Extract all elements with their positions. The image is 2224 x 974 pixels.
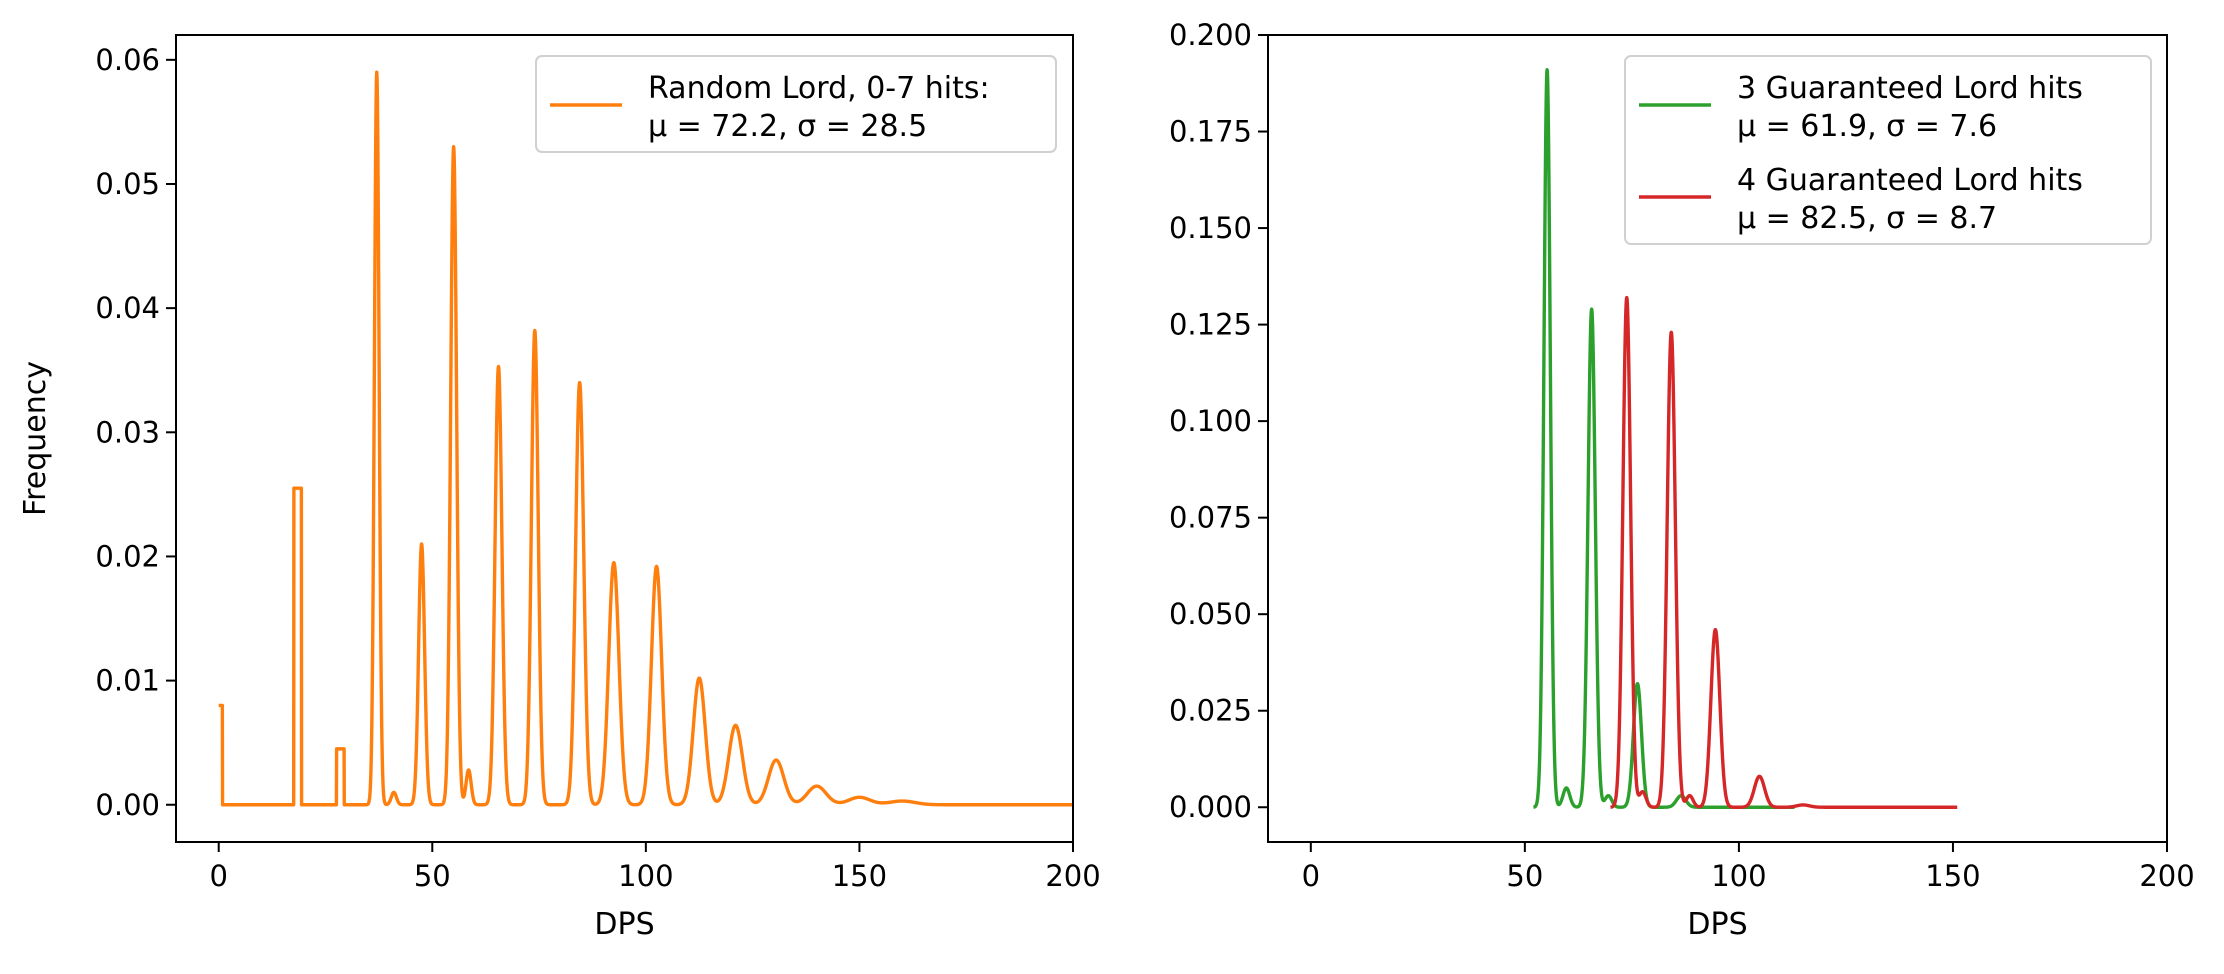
- legend-box: [1624, 55, 2152, 245]
- legend-label-0: 3 Guaranteed Lord hits: [1737, 71, 2083, 106]
- axes-frame: [1267, 34, 2168, 843]
- x-tick-label: 150: [832, 859, 887, 893]
- y-tick-label: 0.200: [1169, 18, 1252, 52]
- x-tick-label: 0: [209, 859, 227, 893]
- legend: Random Lord, 0-7 hits:μ = 72.2, σ = 28.5: [535, 55, 1057, 153]
- y-tick-label: 0.06: [95, 43, 160, 77]
- x-tick-label: 150: [1925, 859, 1980, 893]
- y-tick-label: 0.125: [1169, 308, 1252, 342]
- y-axis-label: Frequency: [18, 361, 53, 516]
- y-tick-label: 0.100: [1169, 404, 1252, 438]
- y-tick-label: 0.02: [95, 539, 160, 573]
- legend-label-0: μ = 61.9, σ = 7.6: [1737, 109, 1997, 144]
- y-tick-label: 0.175: [1169, 115, 1252, 149]
- x-axis-label: DPS: [1687, 907, 1747, 942]
- y-tick-label: 0.05: [95, 167, 160, 201]
- x-tick-label: 100: [1711, 859, 1766, 893]
- x-tick-label: 200: [1045, 859, 1100, 893]
- series-line-0: [1531, 68, 1797, 809]
- legend-box: [535, 55, 1057, 153]
- y-tick-label: 0.025: [1169, 694, 1252, 728]
- legend-label-1: μ = 82.5, σ = 8.7: [1737, 201, 1997, 236]
- legend-label-1: 4 Guaranteed Lord hits: [1737, 163, 2083, 198]
- y-tick-label: 0.03: [95, 415, 160, 449]
- y-tick-label: 0.00: [95, 788, 160, 822]
- x-tick-label: 200: [2139, 859, 2194, 893]
- y-tick-label: 0.150: [1169, 211, 1252, 245]
- x-tick-label: 0: [1302, 859, 1320, 893]
- y-tick-label: 0.01: [95, 664, 160, 698]
- right-chart-panel: 0 50 100 150 200 0.000 0.025 0.050 0.075 0.100 0.1…: [1169, 18, 2195, 942]
- x-axis-label: DPS: [594, 907, 654, 942]
- y-tick-label: 0.000: [1169, 790, 1252, 824]
- y-tick-label: 0.04: [95, 291, 160, 325]
- series-line-1: [1608, 295, 1959, 809]
- x-tick-label: 100: [618, 859, 673, 893]
- x-tick-label: 50: [1506, 859, 1543, 893]
- y-tick-label: 0.050: [1169, 597, 1252, 631]
- series-line-0: [217, 70, 1073, 807]
- axes-frame: [175, 34, 1074, 843]
- legend-label-0: Random Lord, 0-7 hits:: [648, 71, 990, 106]
- left-chart-panel: 0 50 100 150 200 0.00 0.01 0.02 0.03 0.04 0.05 0.06…: [18, 34, 1101, 942]
- y-tick-label: 0.075: [1169, 501, 1252, 535]
- x-tick-label: 50: [414, 859, 451, 893]
- legend-label-0: μ = 72.2, σ = 28.5: [648, 109, 927, 144]
